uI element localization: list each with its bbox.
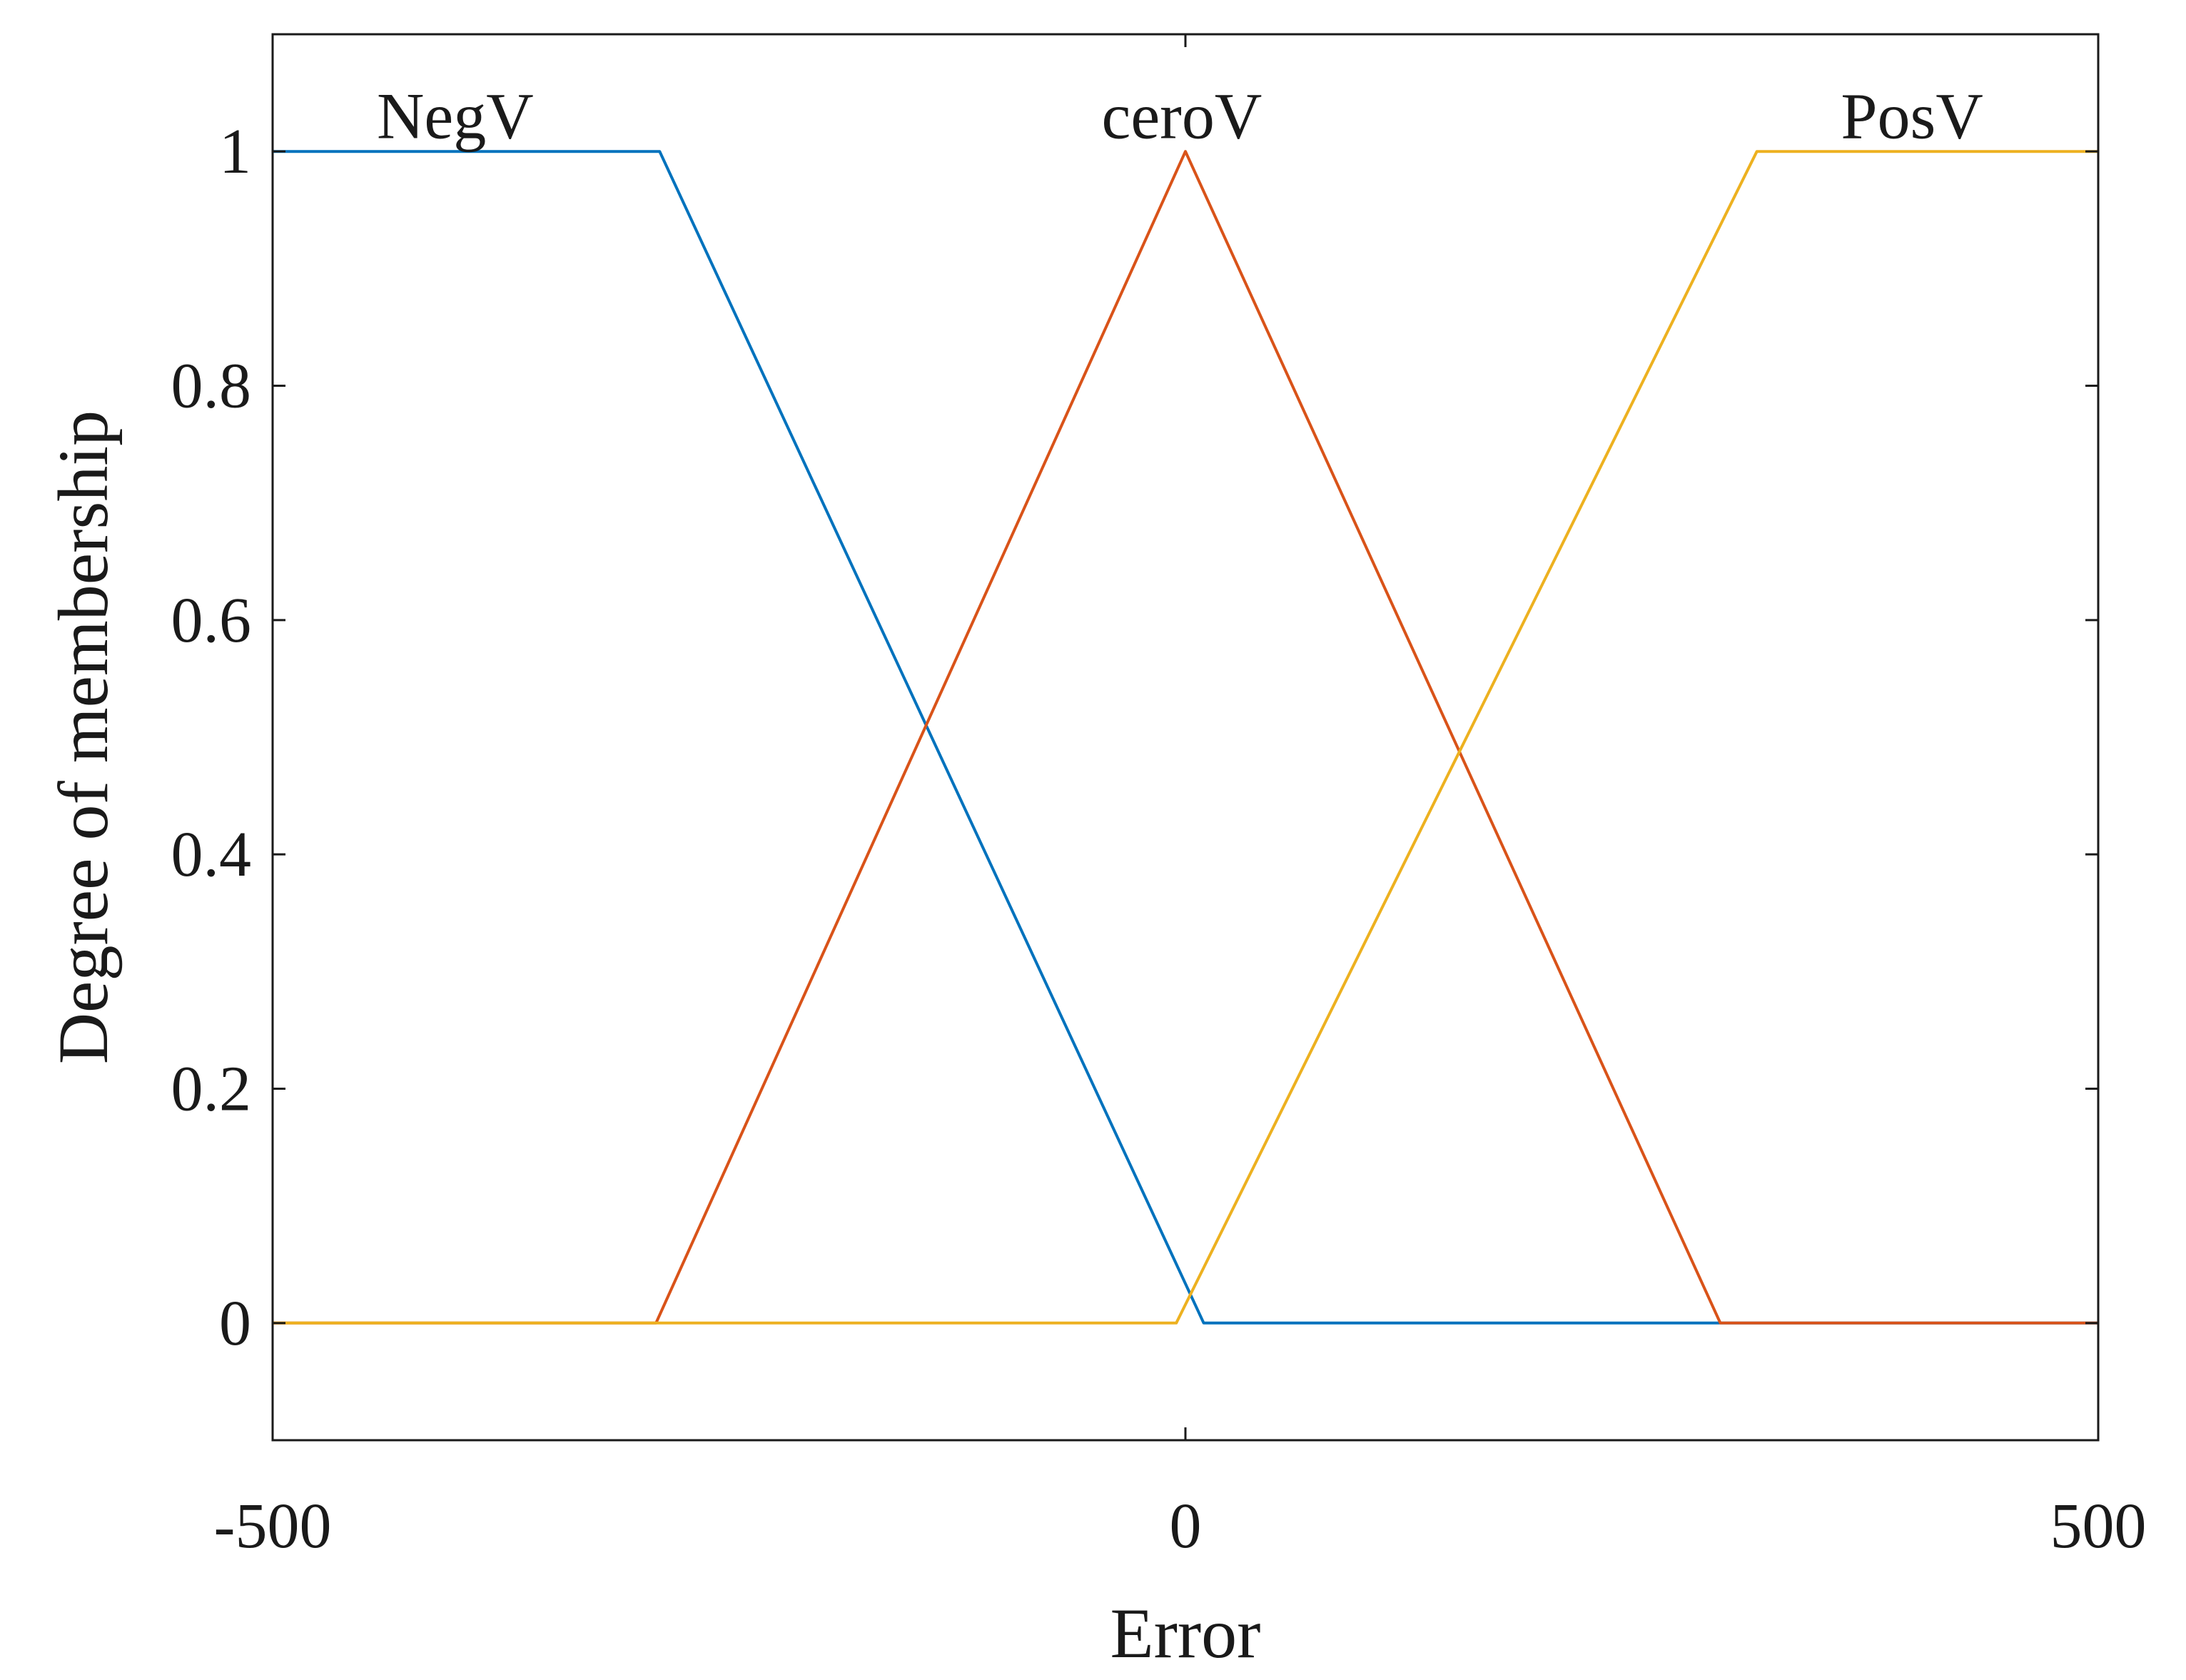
x-tick-label: 500 xyxy=(2050,1491,2147,1562)
series-layer xyxy=(273,150,2098,1325)
series-label-PosV: PosV xyxy=(1841,79,1983,152)
x-tick-label: 0 xyxy=(1170,1491,1202,1562)
y-tick-label: 0.6 xyxy=(171,585,252,656)
y-tick-label: 1 xyxy=(219,116,251,187)
x-tick-label: -500 xyxy=(214,1491,332,1562)
y-axis-title: Degree of membership xyxy=(44,410,123,1064)
series-line-ceroV xyxy=(273,150,2098,1325)
series-label-NegV: NegV xyxy=(377,79,534,152)
y-tick-label: 0.4 xyxy=(171,819,252,890)
y-tick-label: 0.8 xyxy=(171,351,252,422)
axis-ticks: 0 0.2 0.4 0.6 0.8 1 -500 0 500 xyxy=(171,34,2147,1562)
series-line-NegV xyxy=(273,150,2098,1325)
series-label-ceroV: ceroV xyxy=(1102,79,1262,152)
x-axis-title: Error xyxy=(1110,1594,1261,1673)
y-tick-label: 0 xyxy=(219,1288,251,1359)
series-labels: NegV ceroV PosV xyxy=(377,79,1983,152)
y-tick-label: 0.2 xyxy=(171,1054,252,1125)
series-line-PosV xyxy=(273,150,2098,1325)
plot-frame xyxy=(271,33,2100,1442)
